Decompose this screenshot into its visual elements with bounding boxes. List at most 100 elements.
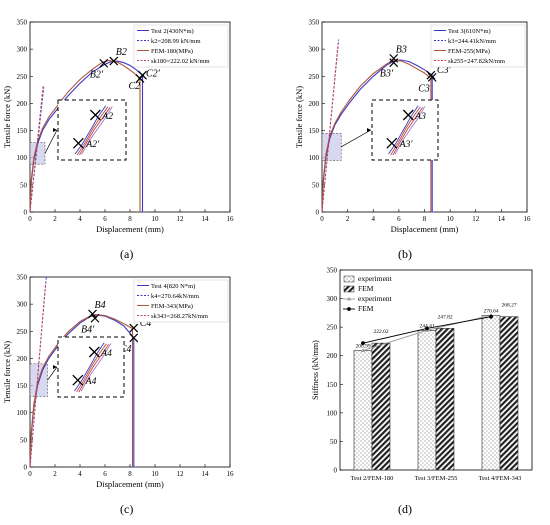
legend-label: experiment (358, 274, 393, 283)
point-label: B2 (116, 47, 127, 58)
panel-label-c: (c) (120, 502, 134, 516)
y-tick-label: 100 (327, 409, 338, 417)
bar-experiment (417, 330, 437, 471)
circle-marker (425, 326, 429, 331)
y-tick-label: 150 (17, 382, 28, 390)
legend-label: k4=270.64kN/mm (151, 293, 199, 300)
data-label-fem: 268.27 (501, 303, 516, 309)
x-tick-label: 8 (423, 215, 427, 223)
inset-point-label: A4 (85, 377, 97, 387)
legend-label: FEM (358, 284, 374, 293)
y-tick-label: 50 (20, 181, 28, 189)
series-line (321, 43, 339, 213)
legend-label: FEM-180(MPa) (151, 48, 193, 55)
x-tick-label: 6 (397, 215, 401, 223)
y-tick-label: 200 (309, 100, 320, 108)
y-tick-label: 200 (17, 355, 28, 363)
y-tick-label: 250 (327, 324, 338, 332)
point-marker (88, 309, 97, 319)
point-label: C4′ (140, 318, 155, 329)
point-marker (109, 56, 119, 66)
legend-label: FEM (358, 304, 374, 313)
panel-label-b: (b) (398, 247, 412, 261)
data-label-experiment: 270.64 (483, 308, 498, 314)
point-label: C4 (120, 344, 132, 355)
line-chart-c: 0 2 4 6 8 10 12 14 16 0 50 100 150 200 250 300 350 Displa… (2, 274, 234, 490)
x-tick-label: 12 (472, 215, 480, 223)
data-label-experiment: 244.41 (419, 323, 434, 329)
legend: Test 3(610N*m) k3=244.41kN/mm FEM-255(MPa)… (430, 24, 526, 68)
x-axis-label: Displacement (mm) (96, 479, 164, 489)
inset-point-label: A4 (100, 349, 112, 359)
legend-label: k2=208.99 kN/mm (151, 38, 201, 45)
circle-marker (361, 341, 365, 346)
point-label: C2 (129, 81, 141, 92)
inset-connector (44, 129, 58, 154)
series-line (29, 85, 44, 213)
arrow-icon (53, 365, 57, 369)
series-line (29, 282, 47, 468)
x-tick-label: 4 (78, 470, 82, 478)
inset-point-marker (88, 346, 100, 358)
legend-box (133, 279, 229, 323)
x-tick-label: 10 (447, 215, 455, 223)
legend-label: FEM-255(MPa) (448, 48, 490, 55)
data-label-fem: 222.02 (373, 329, 388, 335)
x-tick-label: 8 (128, 215, 132, 223)
x-tick-label: 16 (227, 470, 235, 478)
triangle-marker (361, 348, 365, 352)
series-line (29, 59, 141, 213)
y-tick-label: 0 (334, 467, 338, 475)
series-line (29, 313, 134, 468)
point-label: C3 (418, 83, 430, 94)
legend-swatch (343, 285, 355, 293)
point-marker (389, 58, 399, 68)
x-tick-label: 10 (152, 470, 160, 478)
inset-point-marker (72, 374, 84, 386)
inset-curve (74, 342, 105, 392)
x-tick-label: 6 (103, 215, 107, 223)
point-marker (129, 323, 139, 333)
x-tick-label: 6 (103, 470, 107, 478)
legend-label: k3=244.41kN/mm (448, 38, 496, 45)
x-tick-label: 2 (346, 215, 350, 223)
y-tick-label: 0 (316, 209, 320, 217)
y-tick-label: 350 (17, 274, 28, 282)
inset-point-marker (72, 137, 84, 149)
panel-label-d: (d) (398, 502, 412, 516)
y-tick-label: 150 (309, 127, 320, 135)
x-tick-label: Test 3/FEM-255 (415, 475, 458, 482)
legend-label: sk343=268.27kN/mm (151, 313, 208, 320)
point-marker (99, 58, 109, 68)
point-label: B3′ (380, 69, 394, 80)
x-tick-label: 4 (78, 215, 82, 223)
y-tick-label: 50 (312, 181, 320, 189)
bar-experiment (481, 315, 501, 471)
bar-fem (499, 316, 519, 471)
legend-swatch (343, 275, 355, 283)
panel-label-a: (a) (120, 247, 134, 261)
point-label: C3′ (437, 65, 452, 76)
y-tick-label: 300 (309, 46, 320, 54)
x-tick-label: 8 (128, 470, 132, 478)
y-tick-label: 100 (309, 154, 320, 162)
point-label: B2′ (90, 69, 104, 80)
bar-experiment (353, 350, 373, 471)
y-tick-label: 250 (17, 328, 28, 336)
triangle-marker (347, 296, 351, 301)
legend-label: FEM-343(MPa) (151, 303, 193, 310)
x-tick-label: Test 2/FEM-180 (351, 475, 394, 482)
y-tick-label: 350 (327, 267, 338, 275)
point-marker (90, 313, 100, 323)
data-label-experiment: 208.99 (355, 344, 370, 350)
x-tick-label: 0 (28, 470, 32, 478)
arrow-icon (53, 128, 57, 132)
y-tick-label: 0 (24, 464, 28, 472)
y-tick-label: 50 (20, 436, 28, 444)
data-label-fem: 247.82 (437, 314, 452, 320)
y-tick-label: 50 (330, 438, 338, 446)
x-tick-label: 4 (372, 215, 376, 223)
arrow-icon (367, 128, 371, 132)
x-tick-label: 0 (28, 215, 32, 223)
